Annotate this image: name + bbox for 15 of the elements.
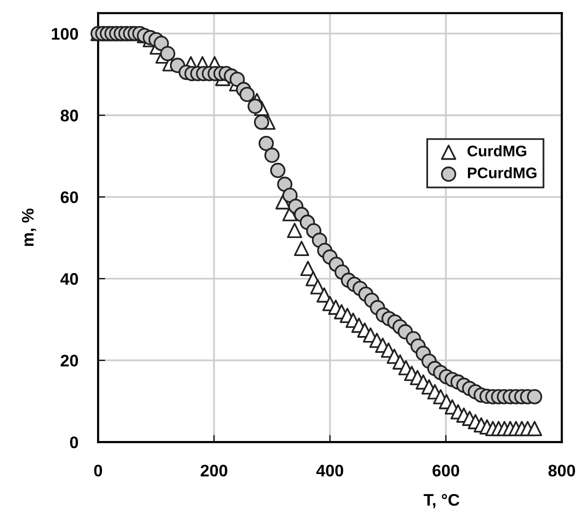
x-tick-label: 600 bbox=[432, 464, 460, 477]
x-tick-label: 400 bbox=[316, 464, 344, 477]
y-tick-label: 0 bbox=[70, 436, 78, 448]
y-tick-label: 60 bbox=[60, 191, 78, 204]
x-axis-title: T, °C bbox=[424, 494, 460, 508]
y-tick-label: 20 bbox=[60, 354, 78, 367]
legend-label: PCurdMG bbox=[468, 167, 536, 178]
y-tick-label: 80 bbox=[60, 110, 78, 122]
x-tick-label: 800 bbox=[548, 464, 576, 477]
x-tick-label: 200 bbox=[200, 464, 228, 477]
y-axis-title: m, % bbox=[22, 208, 36, 246]
x-tick-label: 0 bbox=[94, 464, 102, 477]
legend-label: CurdMG bbox=[468, 145, 526, 156]
y-tick-label: 100 bbox=[52, 28, 78, 40]
y-tick-label: 40 bbox=[60, 273, 78, 285]
